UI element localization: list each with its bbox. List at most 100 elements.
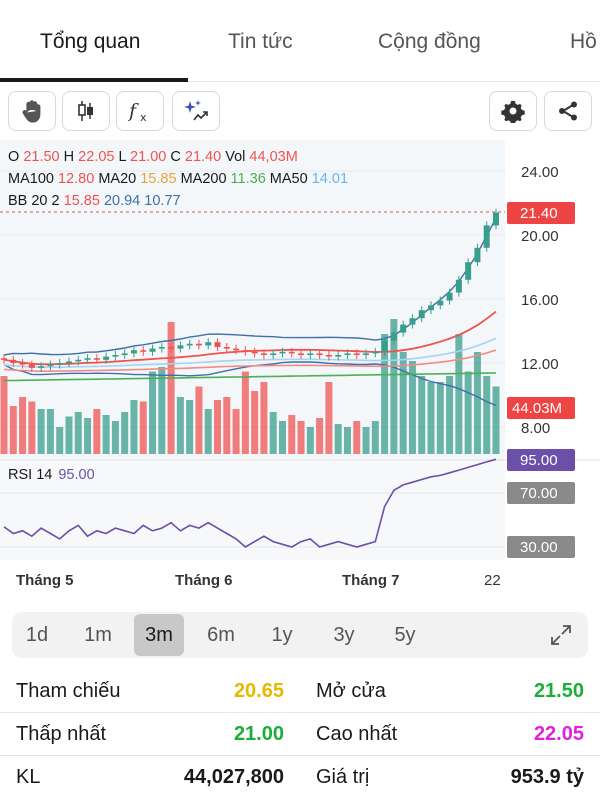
volume-bar (381, 334, 389, 454)
candle-body (381, 340, 388, 352)
ma50-line (3, 337, 497, 369)
bb-legend: BB 20 2 15.85 20.94 10.77 (8, 193, 181, 209)
volume-bar (316, 418, 324, 454)
range-3y[interactable]: 3y (333, 624, 355, 646)
volume-bar (74, 412, 82, 454)
candle-body (353, 353, 360, 355)
candle-body (437, 300, 444, 306)
open-price-label: Mở cửa (316, 680, 386, 702)
candle-body (335, 355, 342, 357)
volume-bar (121, 412, 129, 454)
volume-bar (399, 352, 407, 454)
volume-bar (362, 427, 370, 454)
time-axis: Tháng 5 Tháng 6 Tháng 7 22 (0, 566, 600, 596)
tab-news[interactable]: Tin tức (228, 30, 293, 53)
axis-tick-24: 24.00 (521, 164, 559, 181)
candle-body (84, 358, 91, 360)
candle-body (344, 353, 351, 355)
price-chart[interactable]: 24.00 20.00 16.00 12.00 8.00 21.40 44.03… (0, 140, 600, 560)
ma20-line (3, 310, 497, 366)
volume-bar (334, 424, 342, 454)
volume-bar (28, 401, 36, 454)
ohlc-legend: O 21.50 H 22.05 L 21.00 C 21.40 Vol 44,0… (8, 149, 298, 165)
range-3m[interactable]: 3m (134, 614, 184, 656)
high-value: 22.05 (78, 149, 115, 165)
candlestick-icon (78, 101, 93, 121)
volume-bar (492, 386, 500, 454)
volume-bar (473, 352, 481, 454)
volume-bar (56, 427, 64, 454)
volume-bar (464, 371, 472, 454)
tab-overview[interactable]: Tổng quan (40, 30, 141, 53)
volume-bar (288, 415, 296, 454)
candle-body (38, 366, 45, 368)
candle-body (298, 353, 305, 355)
open-label: O (8, 149, 20, 165)
month-label: Tháng 5 (16, 572, 74, 589)
ai-signal-button[interactable] (172, 91, 220, 131)
candle-body (428, 305, 435, 311)
volume-bar (84, 418, 92, 454)
volume-bar (9, 406, 17, 454)
function-icon: f x (127, 100, 147, 124)
candle-body (455, 279, 462, 293)
volume-bar (390, 319, 398, 454)
candle-body (251, 351, 258, 354)
candle-body (260, 353, 267, 355)
tab-community[interactable]: Cộng đồng (378, 30, 481, 53)
bb-mid-value: 15.85 (63, 193, 100, 209)
candle-body (214, 342, 221, 347)
candle-body (390, 332, 397, 341)
expand-button[interactable] (550, 624, 572, 651)
high-price-value: 22.05 (533, 723, 584, 745)
ma200-label: MA200 (180, 171, 227, 187)
high-price-label: Cao nhất (316, 723, 398, 745)
candle-body (279, 351, 286, 354)
low-price-label: Thấp nhất (16, 723, 107, 745)
range-5y[interactable]: 5y (394, 624, 416, 646)
ma100-label: MA100 (8, 171, 54, 187)
axis-tick-12: 12.00 (521, 356, 559, 373)
volume-bar (325, 382, 333, 454)
volume-bar (176, 397, 184, 454)
range-1d[interactable]: 1d (25, 624, 49, 646)
candle-body (121, 353, 128, 355)
volume-bar (260, 382, 268, 454)
indicator-button[interactable]: f x (116, 91, 164, 131)
ma50-value: 14.01 (311, 171, 349, 187)
price-tag-text: 21.40 (520, 205, 558, 222)
range-1m[interactable]: 1m (84, 624, 112, 646)
volume-bar (371, 421, 379, 454)
chart-toolbar: f x (0, 82, 600, 140)
volume-bar (19, 397, 27, 454)
vol-label: Vol (225, 149, 246, 165)
ma-legend: MA100 12.80 MA20 15.85 MA200 11.36 MA50 … (8, 171, 348, 187)
settings-button[interactable] (489, 91, 537, 131)
volume-bar (195, 386, 203, 454)
candle-body (400, 324, 407, 333)
range-1y[interactable]: 1y (271, 624, 293, 646)
volume-bar (306, 427, 314, 454)
volume-bar (111, 421, 119, 454)
stats-row: Thấp nhất 21.00 Cao nhất 22.05 (0, 713, 600, 756)
volume-bar (102, 415, 110, 454)
close-value: 21.40 (184, 149, 222, 165)
volume-bar (232, 409, 240, 454)
hand-icon (22, 100, 41, 123)
svg-text:x: x (140, 111, 147, 124)
candlestick-button[interactable] (62, 91, 110, 131)
tab-more[interactable]: Hồ (570, 30, 597, 53)
open-price-value: 21.50 (533, 680, 584, 702)
share-button[interactable] (544, 91, 592, 131)
bb-upper-value: 20.94 (103, 193, 141, 209)
chart-canvas[interactable]: 24.00 20.00 16.00 12.00 8.00 21.40 44.03… (0, 140, 600, 560)
ma20-label: MA20 (98, 171, 137, 187)
candle-body (93, 358, 100, 360)
svg-text:f: f (127, 100, 139, 122)
hand-tool-button[interactable] (8, 91, 56, 131)
candle-body (103, 356, 110, 360)
rsi-30-tag-text: 30.00 (520, 539, 558, 556)
axis-tick-8: 8.00 (521, 420, 550, 437)
rsi-70-tag (507, 482, 575, 504)
range-6m[interactable]: 6m (207, 624, 235, 646)
